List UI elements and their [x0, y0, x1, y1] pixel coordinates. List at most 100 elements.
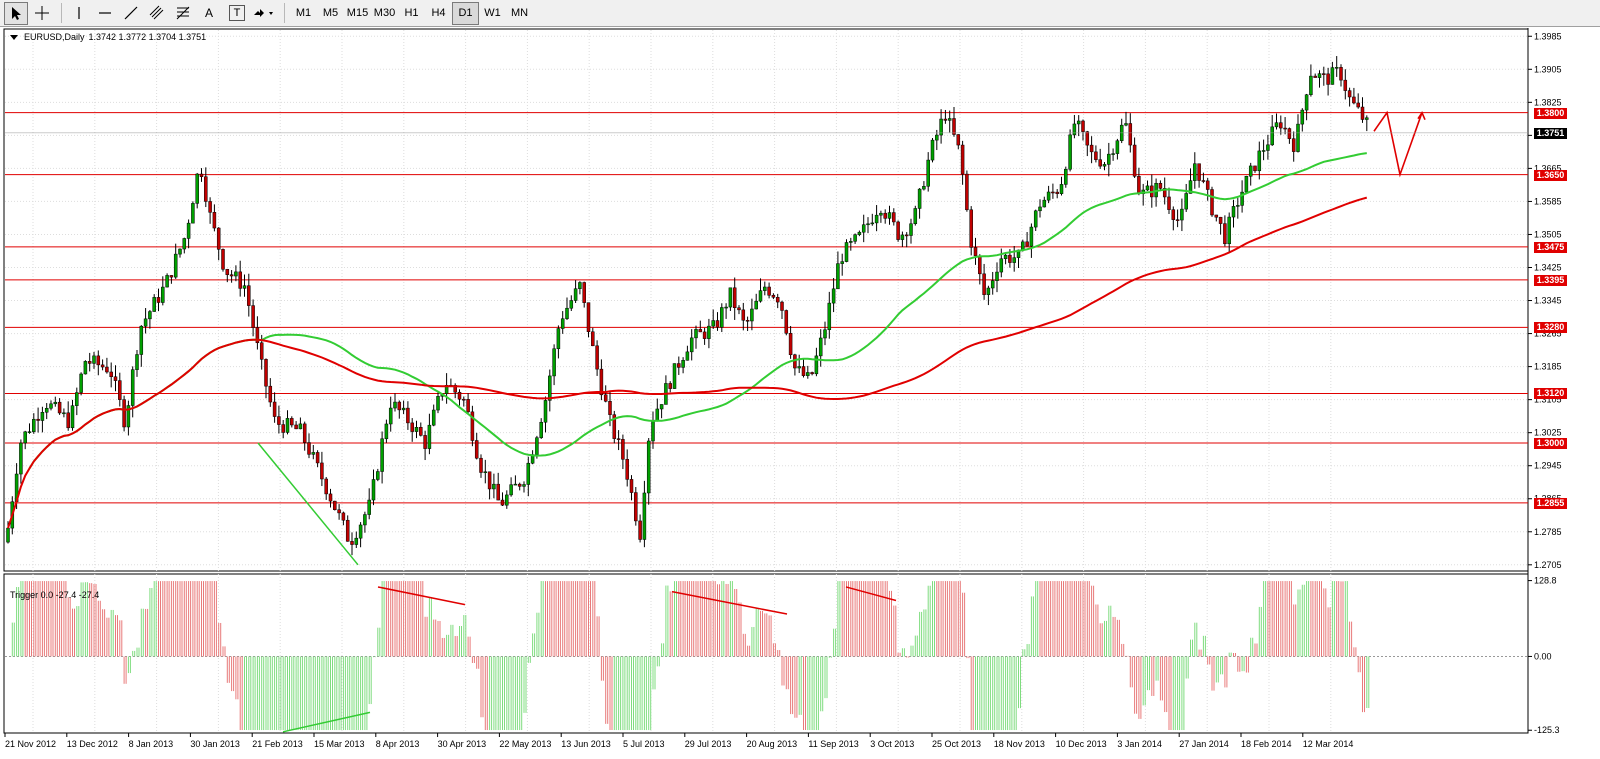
candle-body — [904, 234, 909, 237]
candle-body — [229, 274, 234, 277]
candle-body — [186, 222, 191, 239]
text-label-tool-button[interactable]: T — [229, 5, 245, 21]
candle-body — [1309, 75, 1313, 95]
candle-body — [543, 400, 548, 423]
timeframe-m5-button[interactable]: M5 — [322, 7, 339, 19]
candle-body — [294, 424, 298, 430]
forecast-arrowhead — [1417, 110, 1426, 120]
candle-body — [401, 407, 406, 411]
candle-body — [1107, 153, 1111, 165]
timeframe-m15-button[interactable]: M15 — [346, 7, 369, 19]
candle-body — [535, 437, 539, 455]
indicator-axis-label: 0.00 — [1534, 651, 1552, 661]
date-axis-label: 21 Nov 2012 — [5, 739, 56, 749]
candle-body — [109, 371, 113, 378]
candle-body — [83, 361, 88, 375]
candle-body — [1012, 257, 1016, 263]
candle-body — [320, 462, 324, 480]
candle-body — [462, 398, 466, 401]
timeframe-d1-button[interactable]: D1 — [452, 1, 479, 25]
candle-body — [264, 359, 268, 387]
timeframe-m30-button[interactable]: M30 — [373, 7, 396, 19]
candle-body — [1102, 164, 1107, 167]
candle-body — [737, 307, 741, 311]
candle-body — [711, 320, 715, 327]
timeframe-h1-button[interactable]: H1 — [404, 7, 419, 19]
candle-body — [939, 118, 943, 136]
equidistant-channel-tool-button[interactable] — [145, 2, 169, 25]
candle-body — [634, 492, 638, 522]
candle-body — [707, 325, 711, 339]
toolbar-separator — [284, 3, 285, 23]
candle-body — [1197, 163, 1201, 181]
candle-body — [1210, 189, 1214, 216]
candle-body — [431, 409, 436, 426]
candle-body — [1171, 209, 1176, 220]
price-axis-label: 1.3665 — [1534, 163, 1562, 173]
candle-body — [702, 331, 707, 339]
candle-body — [603, 394, 608, 402]
candle-body — [302, 423, 307, 443]
candle-body — [285, 418, 290, 433]
chart-window[interactable]: 1.39851.39051.38251.37451.36651.35851.35… — [0, 28, 1600, 759]
candle-body — [388, 407, 393, 425]
cursor-tool-button[interactable] — [4, 1, 28, 25]
candle-body — [1253, 165, 1257, 172]
candle-body — [105, 366, 109, 373]
candle-body — [96, 355, 101, 366]
toolbar-separator — [61, 3, 62, 23]
candle-body — [870, 222, 875, 225]
price-axis-label: 1.3825 — [1534, 97, 1562, 107]
candle-body — [1356, 102, 1360, 108]
horizontal-line-tool-button[interactable] — [93, 2, 117, 25]
candle-body — [1111, 153, 1115, 155]
timeframe-h4-button[interactable]: H4 — [431, 7, 446, 19]
candle-body — [496, 483, 500, 501]
candle-body — [668, 383, 672, 389]
timeframe-mn-button[interactable]: MN — [510, 7, 529, 19]
candle-body — [651, 420, 655, 442]
price-axis-label: 1.3585 — [1534, 196, 1562, 206]
candle-body — [552, 348, 556, 377]
candle-body — [1076, 120, 1081, 125]
crosshair-icon — [35, 6, 49, 20]
candle-body — [1055, 191, 1059, 194]
timeframe-w1-button[interactable]: W1 — [484, 7, 501, 19]
indicator-axis-label: -125.3 — [1534, 725, 1560, 735]
crosshair-tool-button[interactable] — [30, 2, 54, 25]
arrows-tool-button[interactable] — [251, 2, 277, 25]
candle-body — [178, 248, 182, 255]
candle-body — [943, 118, 948, 121]
candle-body — [242, 285, 247, 289]
candle-body — [122, 399, 126, 428]
vertical-line-tool-button[interactable] — [67, 2, 91, 25]
text-tool-button[interactable]: A — [197, 2, 221, 25]
candle-body — [947, 118, 952, 121]
candle-body — [1167, 196, 1171, 210]
candle-body — [887, 212, 892, 219]
candle-body — [259, 342, 264, 360]
candle-body — [1098, 159, 1102, 167]
candle-body — [79, 373, 83, 393]
main-pane-frame — [3, 28, 1529, 572]
timeframe-m1-button[interactable]: M1 — [295, 7, 312, 19]
candle-body — [1145, 185, 1150, 191]
candle-body — [251, 305, 255, 328]
date-axis-label: 30 Jan 2013 — [190, 739, 240, 749]
price-axis-label: 1.3345 — [1534, 296, 1562, 306]
candle-body — [616, 438, 621, 440]
arrows-dropdown-icon — [254, 9, 273, 17]
candle-body — [44, 407, 49, 413]
fibonacci-tool-button[interactable] — [171, 2, 195, 25]
candle-body — [500, 499, 505, 506]
chart-symbol: EURUSD,Daily — [24, 32, 85, 42]
candle-body — [922, 186, 926, 190]
candle-body — [629, 479, 634, 493]
candle-body — [135, 354, 139, 370]
candle-body — [978, 255, 982, 275]
candle-body — [595, 345, 599, 370]
moving-average-fast — [28, 152, 1367, 469]
chart-canvas[interactable]: 1.39851.39051.38251.37451.36651.35851.35… — [0, 28, 1600, 759]
candle-body — [754, 300, 758, 310]
trendline-tool-button[interactable] — [119, 2, 143, 25]
